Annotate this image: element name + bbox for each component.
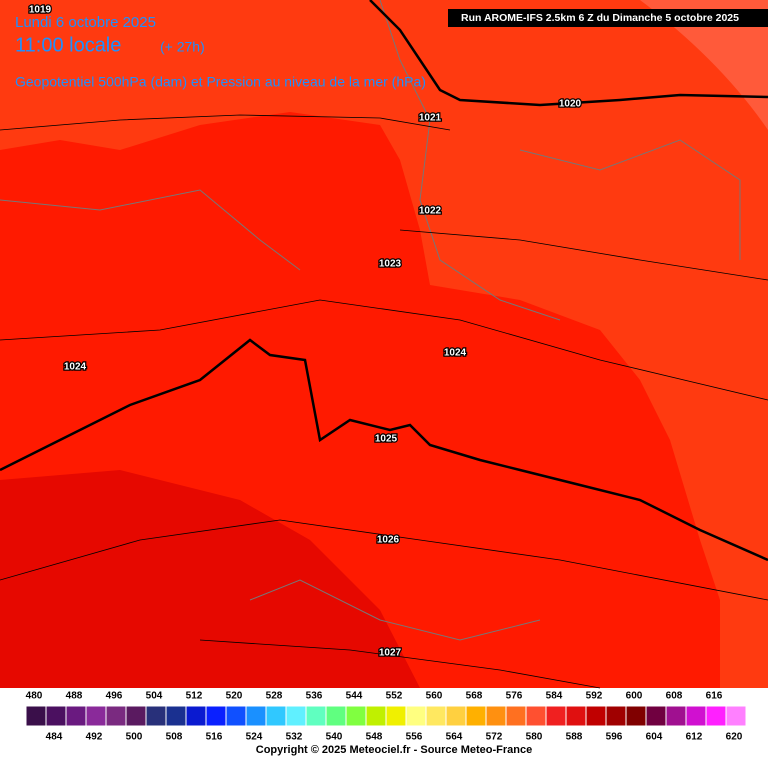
legend-label: 540 <box>326 732 343 743</box>
legend-label: 496 <box>106 691 123 702</box>
legend-label: 524 <box>246 732 263 743</box>
map-region <box>0 470 420 688</box>
time: 11:00 locale <box>15 34 121 56</box>
legend-label: 536 <box>306 691 323 702</box>
run-box <box>448 9 768 27</box>
legend-swatch <box>345 705 367 727</box>
legend-label: 600 <box>626 691 643 702</box>
legend-label: 620 <box>726 732 743 743</box>
isobar-label: 1023 <box>379 259 402 270</box>
map-region <box>640 0 768 130</box>
legend-swatch <box>325 705 347 727</box>
legend-swatch <box>205 705 227 727</box>
isobar-lines <box>0 0 768 689</box>
legend-label: 480 <box>26 691 43 702</box>
borders <box>0 0 741 641</box>
isobar-label: 1027 <box>379 648 402 659</box>
legend-swatch <box>585 705 607 727</box>
legend-label: 512 <box>186 691 203 702</box>
legend-label: 612 <box>686 732 703 743</box>
run-info: Run AROME-IFS 2.5km 6 Z du Dimanche 5 oc… <box>461 12 739 24</box>
legend-label: 580 <box>526 732 543 743</box>
legend-label: 532 <box>286 732 303 743</box>
legend-swatch <box>705 705 727 727</box>
legend-swatch <box>265 705 287 727</box>
legend-swatch <box>65 705 87 727</box>
copyright: Copyright © 2025 Meteociel.fr - Source M… <box>256 744 532 756</box>
legend-swatch <box>645 705 667 727</box>
legend-label: 500 <box>126 732 143 743</box>
legend-label: 588 <box>566 732 583 743</box>
legend-label: 508 <box>166 732 183 743</box>
legend-swatch <box>285 705 307 727</box>
isobar-label: 1022 <box>419 206 442 217</box>
legend-swatch <box>465 705 487 727</box>
legend-swatch <box>405 705 427 727</box>
legend-label: 528 <box>266 691 283 702</box>
legend-swatch <box>625 705 647 727</box>
legend-label: 572 <box>486 732 503 743</box>
legend-label: 564 <box>446 732 463 743</box>
legend-label: 608 <box>666 691 683 702</box>
isobar-label: 1019 <box>29 5 52 16</box>
legend-label: 504 <box>146 691 163 702</box>
legend-label: 568 <box>466 691 483 702</box>
legend-swatch <box>305 705 327 727</box>
legend-swatch <box>545 705 567 727</box>
legend-label: 592 <box>586 691 603 702</box>
legend-label: 616 <box>706 691 723 702</box>
legend-label: 596 <box>606 732 623 743</box>
legend-swatch <box>225 705 247 727</box>
legend-label: 488 <box>66 691 83 702</box>
legend-label: 520 <box>226 691 243 702</box>
legend-swatch <box>145 705 167 727</box>
legend-label: 548 <box>366 732 383 743</box>
date: Lundi 6 octobre 2025 <box>15 14 156 31</box>
legend-label: 556 <box>406 732 423 743</box>
legend-swatch <box>425 705 447 727</box>
legend-swatch <box>105 705 127 727</box>
legend-label: 584 <box>546 691 563 702</box>
legend-swatch <box>365 705 387 727</box>
legend-swatch <box>565 705 587 727</box>
isobar-label: 1021 <box>419 113 442 124</box>
isobar-label: 1026 <box>377 535 400 546</box>
legend-swatch <box>85 705 107 727</box>
legend-swatch <box>165 705 187 727</box>
legend-swatch <box>485 705 507 727</box>
legend-swatch <box>525 705 547 727</box>
legend-swatch <box>725 705 747 727</box>
isobar-label: 1020 <box>559 99 582 110</box>
legend-label: 544 <box>346 691 363 702</box>
legend-swatch <box>25 705 47 727</box>
lead-time: (+ 27h) <box>160 39 205 55</box>
legend-swatch <box>45 705 67 727</box>
legend-swatch <box>125 705 147 727</box>
legend-label: 604 <box>646 732 663 743</box>
legend-label: 576 <box>506 691 523 702</box>
legend-swatch <box>505 705 527 727</box>
isobar-label: 1024 <box>444 348 467 359</box>
subtitle: Geopotentiel 500hPa (dam) et Pression au… <box>15 74 426 90</box>
legend-swatch <box>445 705 467 727</box>
legend-label: 516 <box>206 732 223 743</box>
legend-swatch <box>185 705 207 727</box>
isobar-label: 1024 <box>64 362 87 373</box>
legend-swatch <box>665 705 687 727</box>
legend-label: 552 <box>386 691 403 702</box>
legend-swatch <box>685 705 707 727</box>
legend-label: 560 <box>426 691 443 702</box>
legend-swatch <box>605 705 627 727</box>
legend-label: 484 <box>46 732 63 743</box>
legend-label: 492 <box>86 732 103 743</box>
isobar-label: 1025 <box>375 434 398 445</box>
legend-swatch <box>385 705 407 727</box>
legend-swatch <box>245 705 267 727</box>
